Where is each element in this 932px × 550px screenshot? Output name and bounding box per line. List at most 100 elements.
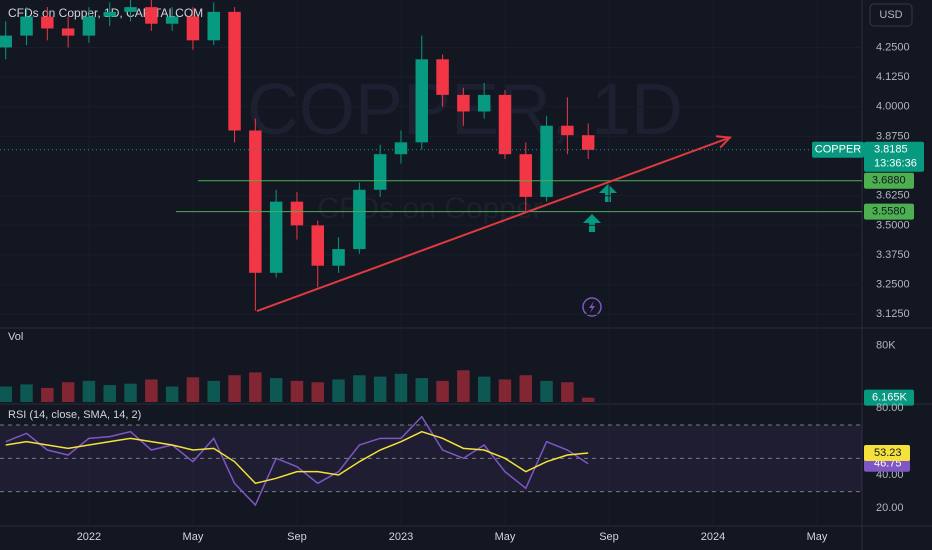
volume-bar — [207, 380, 220, 402]
rsi-last-box — [864, 444, 910, 461]
volume-bar — [436, 380, 449, 402]
level-label-box — [864, 203, 914, 220]
x-tick-label: Sep — [287, 531, 307, 543]
volume-bar — [581, 397, 595, 402]
y-tick-label: 20.00 — [876, 502, 904, 514]
volume-last-label: 6.165K — [872, 392, 908, 404]
volume-bar — [186, 377, 200, 402]
x-tick-label: May — [183, 531, 204, 543]
volume-bar — [165, 386, 179, 402]
watermark-sub: CFDs on Copper — [317, 192, 542, 225]
candle-body — [207, 11, 220, 41]
candle-body — [373, 154, 387, 190]
candle-body — [228, 11, 241, 131]
event-icon-bolt — [589, 301, 595, 313]
candle-body — [61, 28, 75, 36]
volume-bar — [41, 387, 54, 402]
volume-bar — [290, 380, 304, 402]
trend-arrowhead — [715, 135, 733, 149]
y-tick-label: 4.0000 — [876, 101, 910, 113]
volume-bar — [373, 376, 387, 402]
arrow-icon — [599, 184, 617, 202]
level-label: 3.6880 — [872, 175, 906, 187]
candle-body — [353, 189, 366, 250]
y-tick-label: 4.1250 — [876, 71, 910, 83]
candle-body — [519, 154, 533, 197]
volume-bar — [415, 378, 429, 402]
candle-body — [581, 135, 595, 150]
y-tick-label: 80K — [876, 340, 896, 352]
symbol-label: COPPER — [815, 144, 862, 156]
candle-body — [561, 125, 574, 136]
event-icon[interactable] — [582, 297, 602, 317]
y-tick-label: 3.5000 — [876, 219, 910, 231]
volume-bar — [82, 380, 96, 402]
volume-bar — [353, 375, 366, 402]
candle-body — [498, 94, 512, 155]
x-tick-label: 2023 — [389, 531, 413, 543]
rsi-line — [5, 430, 589, 485]
volume-bar — [332, 379, 345, 402]
rsi-line — [5, 415, 589, 507]
y-tick-label: 3.3750 — [876, 249, 910, 261]
candle-body — [82, 16, 96, 36]
volume-bar — [124, 383, 137, 402]
y-tick-label: 3.8750 — [876, 130, 910, 142]
candle-body — [249, 130, 262, 273]
x-tick-label: May — [807, 531, 828, 543]
volume-bar — [61, 382, 75, 402]
y-tick-label: 4.2500 — [876, 41, 910, 53]
candle-body — [436, 59, 449, 95]
symbol-box — [812, 141, 864, 158]
volume-bar — [457, 370, 470, 402]
candle-body — [186, 16, 200, 41]
volume-bar — [20, 384, 33, 402]
countdown-label: 13:36:36 — [874, 158, 917, 170]
candle-body — [20, 16, 33, 36]
last-price-box — [864, 141, 924, 172]
candle-body — [457, 94, 470, 112]
candle-body — [103, 11, 116, 17]
y-tick-label: 80.00 — [876, 402, 904, 414]
volume-bar — [269, 378, 283, 402]
volume-bar — [249, 372, 262, 402]
rsi-band — [0, 425, 862, 492]
candle-body — [394, 142, 408, 155]
level-label: 3.5580 — [872, 206, 906, 218]
pane-title: Vol — [8, 331, 23, 343]
candle-body — [332, 249, 345, 266]
volume-last-box — [864, 389, 914, 406]
y-tick-label: 40.00 — [876, 469, 904, 481]
candle-body — [41, 16, 54, 29]
candle-body — [540, 125, 553, 197]
volume-bar — [0, 386, 12, 402]
x-tick-label: 2022 — [77, 531, 101, 543]
x-tick-label: Sep — [599, 531, 619, 543]
candle-body — [311, 225, 324, 266]
y-tick-label: 3.2500 — [876, 279, 910, 291]
candle-body — [124, 7, 137, 12]
candle-body — [145, 7, 158, 24]
candle-body — [0, 35, 12, 48]
plot-layer: 2022 May Sep 2023 May Sep 2024 May 4.2500 4.1250 4… — [0, 0, 924, 543]
volume-bar — [228, 375, 241, 402]
volume-bar — [145, 379, 158, 402]
volume-bar — [519, 375, 533, 402]
volume-bar — [394, 373, 408, 402]
level-label-box — [864, 172, 914, 189]
volume-bar — [311, 382, 324, 402]
pane-title: RSI (14, close, SMA, 14, 2) — [8, 409, 141, 421]
y-tick-label: 3.6250 — [876, 190, 910, 202]
candle-body — [165, 16, 179, 24]
candle-body — [477, 94, 491, 112]
candle-body — [290, 201, 304, 226]
volume-bar — [561, 382, 574, 402]
currency-button[interactable] — [869, 3, 913, 27]
x-tick-label: 2024 — [701, 531, 725, 543]
currency[interactable]: USD — [879, 9, 902, 21]
y-tick-label: 3.1250 — [876, 308, 910, 320]
volume-bar — [540, 380, 553, 402]
arrow-icon — [583, 214, 601, 232]
candle-body — [415, 59, 429, 143]
